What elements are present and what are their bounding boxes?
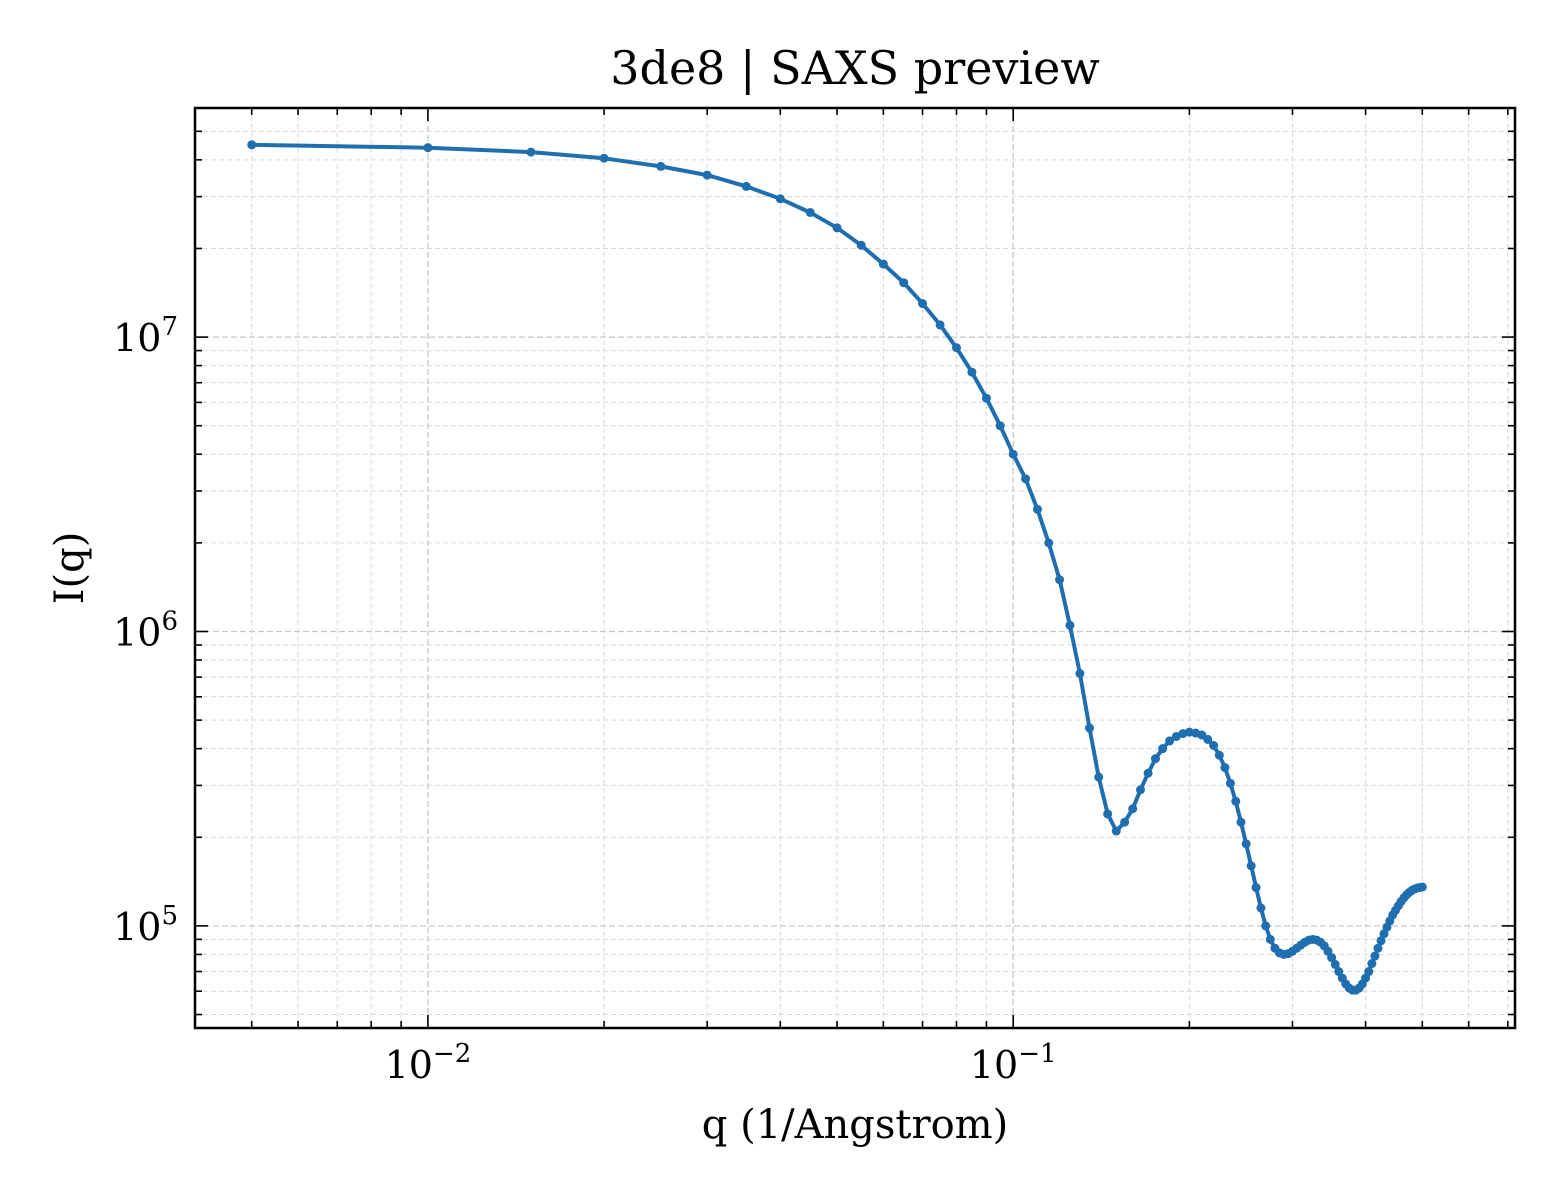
y-tick-label: 106 [113, 606, 178, 654]
x-axis-label: q (1/Angstrom) [702, 1102, 1008, 1148]
data-point [741, 181, 751, 191]
data-point [1246, 861, 1256, 871]
series-layer [247, 140, 1427, 995]
data-point [1231, 796, 1241, 806]
data-point [423, 143, 433, 153]
data-point [1120, 817, 1130, 827]
data-point [1135, 785, 1145, 795]
plot-frame [193, 106, 1517, 1030]
data-point [856, 240, 866, 250]
data-point [1251, 883, 1261, 893]
data-point [1094, 772, 1104, 782]
data-point [1055, 575, 1065, 585]
data-point [775, 194, 785, 204]
data-point [526, 147, 536, 157]
data-point [1143, 768, 1153, 778]
data-point [1103, 809, 1113, 819]
data-point [899, 278, 909, 288]
data-point [1225, 778, 1235, 788]
data-point [1021, 474, 1031, 484]
data-point [1220, 763, 1230, 773]
data-point [1236, 817, 1246, 827]
axis-ticks: 10−2 10−1 105 106 107 [113, 108, 1515, 1087]
y-tick-label: 107 [113, 312, 178, 360]
data-point [1128, 804, 1138, 814]
grid [195, 108, 1515, 1028]
data-point [1065, 620, 1075, 630]
data-point [1373, 943, 1383, 953]
data-point [1214, 750, 1224, 760]
data-point [1256, 903, 1266, 913]
y-tick-label: 105 [113, 901, 178, 949]
data-point [1241, 839, 1251, 849]
data-point [1084, 723, 1094, 733]
data-point [805, 207, 815, 217]
data-point [1032, 504, 1042, 514]
data-point [935, 320, 945, 330]
data-point [995, 421, 1005, 431]
data-point [1327, 953, 1337, 963]
data-point [1370, 951, 1380, 961]
chart-title: 3de8 | SAXS preview [610, 41, 1100, 95]
data-point [1417, 882, 1427, 892]
data-point [1075, 669, 1085, 679]
data-point [1150, 754, 1160, 764]
data-point [832, 223, 842, 233]
x-tick-label: 10−1 [970, 1039, 1057, 1087]
data-point [878, 259, 888, 269]
data-point [1265, 934, 1275, 944]
data-point [1209, 740, 1219, 750]
data-point [1158, 744, 1168, 754]
data-point [967, 367, 977, 377]
data-point [981, 393, 991, 403]
data-point [702, 170, 712, 180]
data-point [1044, 538, 1054, 548]
x-tick-label: 10−2 [385, 1039, 472, 1087]
data-point [1364, 967, 1374, 977]
data-point [918, 299, 928, 309]
data-point [951, 343, 961, 353]
y-axis-label: I(q) [47, 532, 93, 605]
data-point [1165, 736, 1175, 746]
data-point [1376, 936, 1386, 946]
data-point [656, 161, 666, 171]
data-point [1008, 449, 1018, 459]
data-point [1330, 959, 1340, 969]
data-point [599, 153, 609, 163]
data-point [1203, 734, 1213, 744]
data-point [1367, 959, 1377, 969]
data-point [1111, 826, 1121, 836]
data-point [247, 140, 257, 150]
data-point [1261, 921, 1271, 931]
